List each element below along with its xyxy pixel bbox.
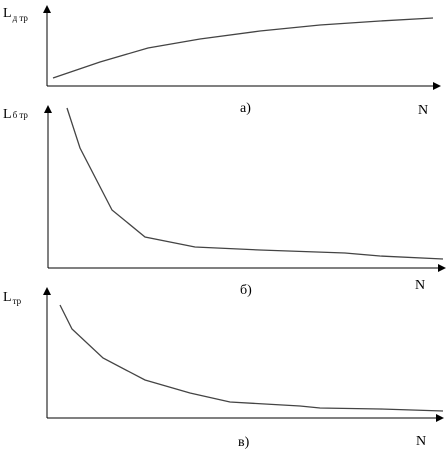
y-label: Lд тр <box>3 6 28 23</box>
caption: а) <box>240 101 251 116</box>
y-label-sub: тр <box>13 296 22 306</box>
caption: в) <box>238 435 250 450</box>
y-label-main: L <box>3 6 12 21</box>
panel-b: Lб тр б) N <box>3 105 446 298</box>
y-label-sub: б тр <box>13 110 29 120</box>
x-label: N <box>415 278 425 293</box>
curve <box>52 17 434 79</box>
y-label: Lтр <box>3 290 22 306</box>
x-label: N <box>416 434 426 449</box>
y-label: Lб тр <box>3 107 28 122</box>
y-label-main: L <box>3 107 12 122</box>
x-label: N <box>418 103 428 118</box>
curve <box>59 304 444 412</box>
panel-a: Lд тр а) N <box>3 5 441 118</box>
y-label-sub: д тр <box>13 13 29 23</box>
caption: б) <box>240 283 252 298</box>
curve <box>66 107 444 260</box>
y-label-main: L <box>3 290 12 305</box>
panel-c: Lтр в) N <box>3 287 444 450</box>
